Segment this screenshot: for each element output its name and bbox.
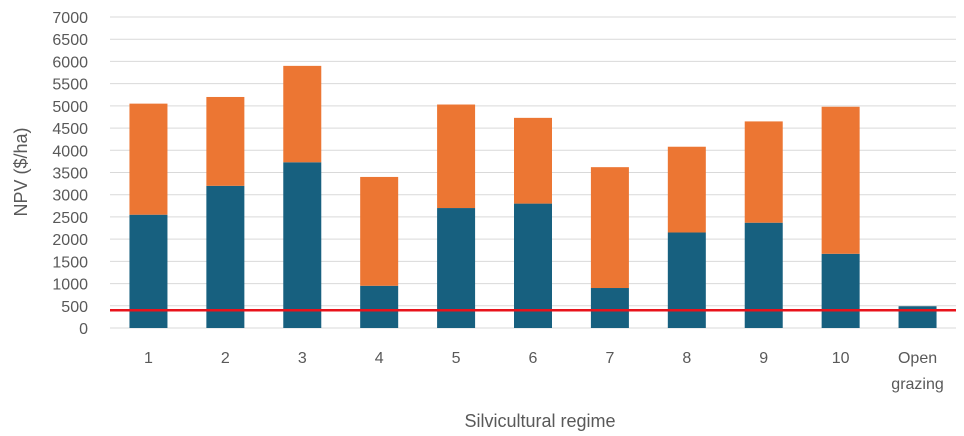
y-tick-label: 1500 xyxy=(52,254,88,271)
bar-segment-series-2 xyxy=(283,65,322,163)
y-tick-label: 7000 xyxy=(52,10,88,27)
x-tick-label: 10 xyxy=(832,350,850,367)
bar-segment-series-1 xyxy=(590,288,629,328)
y-tick-label: 1000 xyxy=(52,277,88,294)
x-axis-title: Silvicultural regime xyxy=(464,411,615,431)
bar-segment-series-2 xyxy=(437,104,476,209)
y-tick-label: 500 xyxy=(61,299,88,316)
bar-segment-series-2 xyxy=(514,117,552,204)
y-tick-label: 5000 xyxy=(52,99,88,116)
y-tick-label: 4000 xyxy=(52,143,88,160)
y-tick-label: 3500 xyxy=(52,166,88,183)
bar-segment-series-1 xyxy=(514,203,552,328)
bar-segment-series-1 xyxy=(437,208,476,328)
x-tick-label: 9 xyxy=(759,350,768,367)
x-tick-label: 2 xyxy=(221,350,230,367)
x-tick-label: 8 xyxy=(682,350,691,367)
y-axis-tick-labels: 0 500 1000 1500 2000 2500 3000 3500 4000 4500 5000… xyxy=(52,10,88,338)
y-tick-label: 0 xyxy=(79,321,88,338)
x-axis-tick-labels: 1 2 3 4 5 6 7 8 9 10 Open grazing xyxy=(144,350,944,393)
y-tick-label: 4500 xyxy=(52,121,88,138)
bar-segment-series-1 xyxy=(667,232,706,328)
y-tick-label: 3000 xyxy=(52,188,88,205)
x-tick-label: 1 xyxy=(144,350,153,367)
bars xyxy=(129,65,937,328)
bar-segment-series-2 xyxy=(360,176,399,286)
bar-segment-series-2 xyxy=(744,121,783,223)
bar-segment-series-1 xyxy=(360,285,399,328)
bar-segment-series-2 xyxy=(206,96,245,186)
bar-segment-series-2 xyxy=(821,106,860,254)
y-tick-label: 6500 xyxy=(52,32,88,49)
bar-segment-series-1 xyxy=(744,222,783,328)
y-tick-label: 5500 xyxy=(52,77,88,94)
x-tick-label: Open grazing xyxy=(891,350,943,393)
bar-segment-series-2 xyxy=(667,146,706,233)
x-tick-label: 5 xyxy=(452,350,461,367)
bar-segment-series-1 xyxy=(898,306,937,328)
x-tick-label: 3 xyxy=(298,350,307,367)
y-tick-label: 6000 xyxy=(52,54,88,71)
bar-segment-series-2 xyxy=(129,103,168,215)
y-axis-title: NPV ($/ha) xyxy=(11,127,31,216)
bar-segment-series-1 xyxy=(206,185,245,328)
bar-segment-series-1 xyxy=(283,162,322,328)
x-tick-label: 4 xyxy=(375,350,384,367)
y-tick-label: 2000 xyxy=(52,232,88,249)
bar-segment-series-1 xyxy=(821,253,860,328)
bar-segment-series-2 xyxy=(590,167,629,289)
y-tick-label: 2500 xyxy=(52,210,88,227)
x-tick-label: 6 xyxy=(529,350,538,367)
x-tick-label: 7 xyxy=(605,350,614,367)
